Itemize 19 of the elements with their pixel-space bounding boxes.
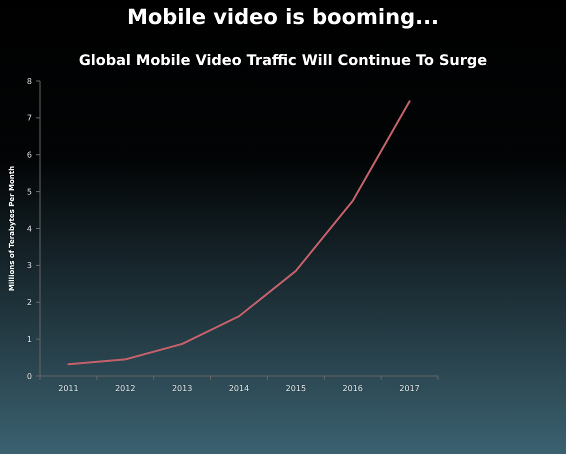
x-tick-label: 2013 [172, 384, 192, 393]
x-tick-label: 2017 [399, 384, 420, 393]
x-tick-label: 2016 [342, 384, 363, 393]
y-tick-label: 2 [26, 298, 32, 308]
y-tick-label: 1 [26, 334, 32, 344]
y-tick-label: 5 [26, 187, 32, 196]
line-series [67, 100, 411, 366]
x-tick-label: 2015 [286, 384, 306, 393]
y-tick-label: 3 [26, 261, 32, 270]
y-tick-label: 8 [26, 76, 32, 86]
chart-title: Mobile video is booming... [126, 5, 440, 29]
chart-subtitle: Global Mobile Video Traffic Will Continue To Surge [78, 53, 488, 69]
y-tick-label: 0 [26, 372, 32, 381]
x-tick-label: 2014 [228, 384, 250, 393]
x-tick-label: 2011 [58, 384, 79, 393]
y-tick-label: 7 [26, 114, 32, 123]
y-tick-label: 4 [26, 224, 32, 234]
y-tick-label: 6 [26, 150, 32, 160]
x-tick-label: 2012 [115, 384, 136, 393]
